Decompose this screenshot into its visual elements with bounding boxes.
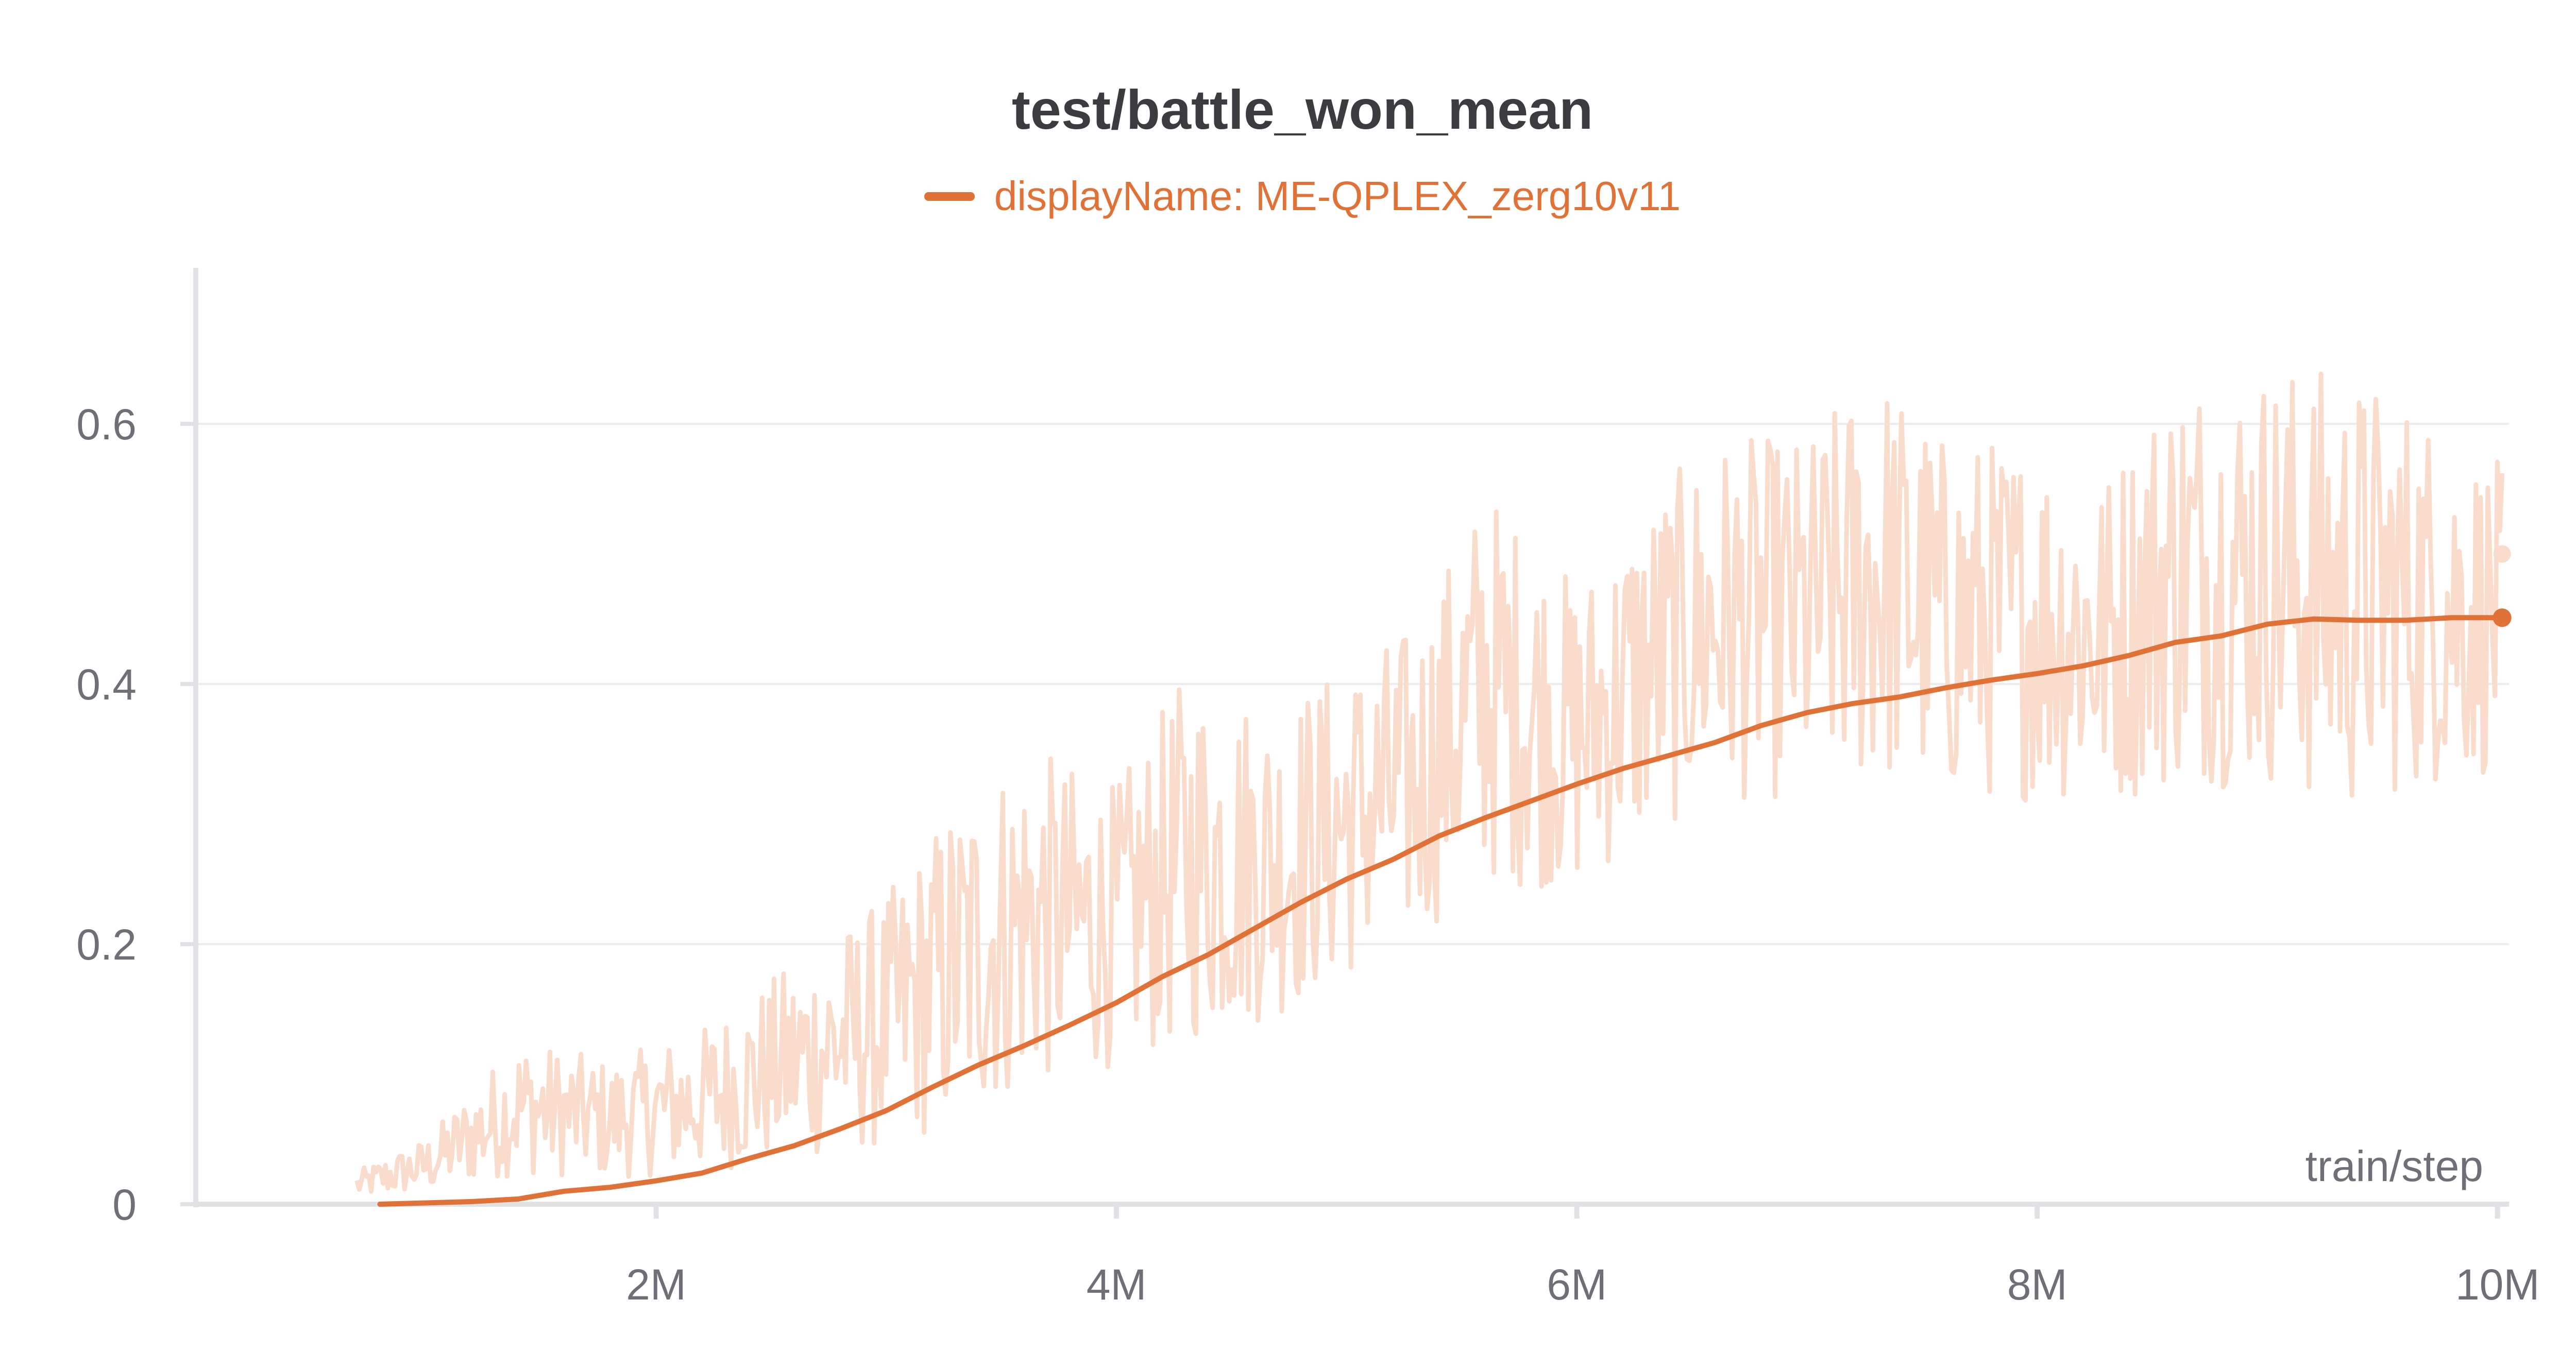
legend: displayName: ME-QPLEX_zerg10v11 xyxy=(0,173,2576,220)
axes xyxy=(180,268,2509,1219)
legend-series-label: displayName: ME-QPLEX_zerg10v11 xyxy=(994,173,1681,219)
x-tick-label: 8M xyxy=(2007,1260,2067,1309)
x-tick-label: 2M xyxy=(626,1260,686,1309)
smoothed-series-line xyxy=(377,615,2505,1207)
x-tick-label: 10M xyxy=(2455,1260,2539,1309)
chart-title: test/battle_won_mean xyxy=(1011,78,1594,141)
raw-series xyxy=(354,371,2511,1194)
x-axis-label: train/step xyxy=(2305,1142,2483,1190)
y-tick-label: 0 xyxy=(112,1181,137,1229)
legend-swatch xyxy=(924,192,975,201)
raw-last-point xyxy=(2493,545,2511,563)
y-tick-label: 0.6 xyxy=(76,400,137,449)
smoothed-last-point xyxy=(2493,608,2512,627)
raw-series-line xyxy=(354,371,2505,1194)
smoothed-series xyxy=(377,608,2512,1207)
y-tick-label: 0.2 xyxy=(76,920,137,969)
y-tick-label: 0.4 xyxy=(76,660,137,709)
tick-labels: 2M 4M 6M 8M 10M 0 0.2 0.4 0.6 train/step xyxy=(76,400,2539,1309)
x-tick-label: 4M xyxy=(1087,1260,1147,1309)
x-tick-label: 6M xyxy=(1547,1260,1607,1309)
